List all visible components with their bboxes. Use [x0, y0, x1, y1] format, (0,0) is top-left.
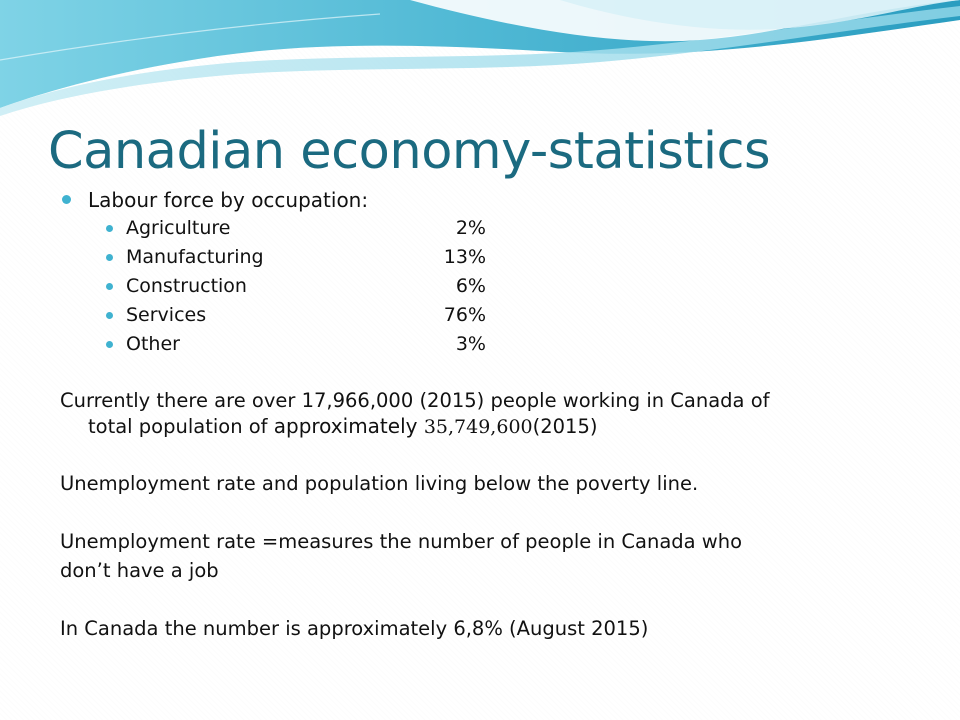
unemployment-definition-line-2: don’t have a job: [60, 559, 219, 582]
occupation-label: Construction: [126, 275, 247, 297]
occupation-value: 13%: [443, 246, 486, 268]
workforce-line-2-prefix: total population of: [88, 415, 274, 438]
unemployment-definition-line-1: Unemployment rate =measures the number o…: [60, 530, 743, 553]
occupation-label: Agriculture: [126, 217, 231, 239]
occupation-value: 2%: [455, 217, 486, 239]
occupation-value: 3%: [455, 333, 486, 355]
bullet-dot-icon: [106, 312, 113, 319]
workforce-line-2: total population of approximately 35,749…: [88, 414, 597, 439]
bullet-dot-icon: [106, 225, 113, 232]
occupation-label: Manufacturing: [126, 246, 264, 268]
occupation-value: 6%: [455, 275, 486, 297]
occupation-label: Services: [126, 304, 207, 326]
bullet-dot-icon: [106, 341, 113, 348]
workforce-approx-word: approximately: [273, 414, 424, 438]
unemployment-heading: Unemployment rate and population living …: [60, 472, 699, 495]
bullet-dot-icon: [62, 195, 71, 204]
occupation-value: 76%: [443, 304, 486, 326]
unemployment-value: In Canada the number is approximately 6,…: [60, 617, 649, 640]
population-number: 35,749,600: [423, 416, 533, 438]
bullet-dot-icon: [106, 283, 113, 290]
workforce-year: (2015): [532, 415, 598, 438]
header-wave-decoration: [0, 0, 960, 116]
slide-title: Canadian economy-statistics: [48, 122, 771, 181]
workforce-line-1: Currently there are over 17,966,000 (201…: [60, 389, 770, 412]
occupation-label: Other: [126, 333, 180, 355]
occupation-heading: Labour force by occupation:: [88, 188, 369, 212]
bullet-dot-icon: [106, 254, 113, 261]
